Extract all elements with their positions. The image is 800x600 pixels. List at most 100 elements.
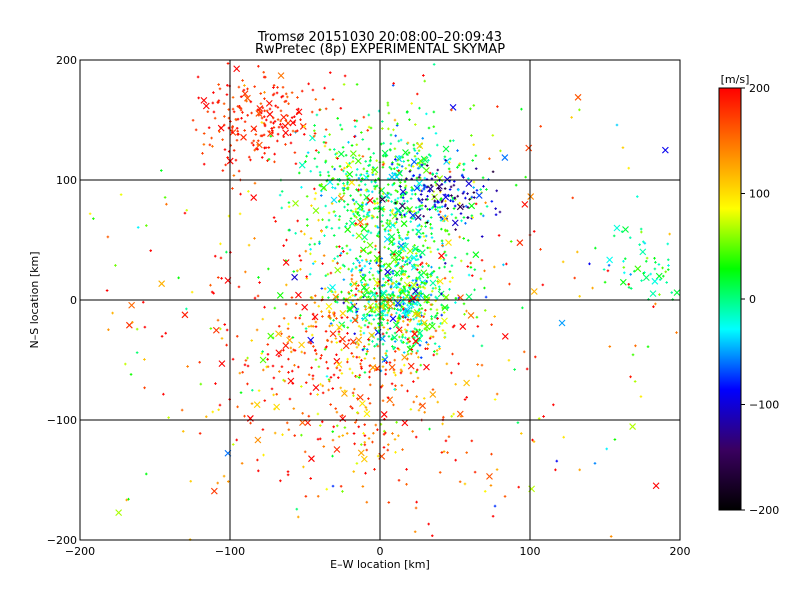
data-point [390, 337, 393, 341]
data-point [249, 100, 253, 104]
data-point [323, 187, 327, 191]
data-point [458, 201, 461, 205]
data-point [327, 314, 331, 318]
data-point [427, 126, 431, 130]
data-point [252, 139, 256, 143]
data-point [387, 199, 390, 203]
data-point [489, 484, 493, 487]
data-point [381, 163, 385, 167]
data-point [389, 270, 393, 274]
data-point [350, 406, 354, 410]
data-point [390, 162, 394, 166]
data-point [262, 70, 265, 74]
data-point [416, 92, 419, 96]
data-point [308, 243, 312, 246]
data-point [627, 282, 631, 286]
data-point [335, 361, 343, 368]
data-point [380, 289, 387, 297]
data-point [554, 468, 557, 472]
data-point [360, 203, 364, 206]
data-point [483, 286, 486, 290]
data-point [367, 321, 371, 325]
data-point [320, 354, 323, 357]
data-point [436, 317, 439, 320]
data-point [357, 324, 361, 328]
data-point [326, 366, 330, 370]
data-point [507, 359, 511, 362]
data-point [380, 411, 388, 418]
data-point [382, 300, 386, 303]
data-point [501, 332, 509, 340]
data-point [404, 167, 408, 170]
data-point [461, 192, 465, 195]
data-point [432, 110, 436, 114]
data-point [367, 125, 371, 129]
data-point [562, 435, 565, 439]
data-point [422, 214, 425, 218]
data-point [422, 183, 426, 187]
data-point [494, 207, 497, 210]
data-point [340, 168, 343, 172]
data-point [384, 354, 388, 357]
data-point [331, 387, 335, 390]
data-point [263, 399, 267, 402]
data-point [305, 275, 308, 278]
data-point [292, 407, 296, 410]
data-point [311, 88, 315, 92]
data-point [414, 311, 422, 319]
data-point [404, 336, 407, 340]
data-point [212, 91, 215, 94]
data-point [419, 402, 426, 410]
data-point [363, 264, 367, 268]
data-point [430, 265, 433, 269]
data-point [434, 175, 437, 178]
data-point [464, 204, 468, 208]
data-point [426, 219, 430, 223]
data-point [414, 247, 417, 251]
data-point [406, 318, 410, 321]
data-point [367, 300, 371, 304]
data-point [396, 162, 399, 166]
data-point [495, 392, 499, 396]
data-point [385, 199, 388, 202]
data-point [298, 161, 306, 169]
colorbar-tick-label: 200 [749, 82, 770, 95]
data-point [377, 264, 380, 267]
data-point [642, 272, 645, 275]
data-point [282, 348, 285, 352]
data-point [640, 230, 643, 234]
data-point [307, 325, 311, 328]
data-point [384, 431, 387, 435]
data-point [417, 309, 420, 312]
data-point [367, 164, 370, 167]
y-axis-label: N–S location [km] [28, 251, 41, 348]
data-point [434, 314, 438, 317]
data-point [345, 244, 349, 248]
data-point [399, 156, 402, 160]
data-point [367, 113, 371, 117]
data-point [391, 281, 395, 285]
data-point [435, 276, 439, 279]
data-point [436, 311, 439, 315]
data-point [395, 264, 399, 267]
data-point [421, 319, 428, 327]
data-point [348, 367, 352, 371]
data-point [394, 373, 397, 377]
data-point [317, 304, 321, 308]
data-point [374, 300, 378, 303]
data-point [259, 356, 267, 364]
data-point [239, 192, 242, 196]
data-point [295, 302, 298, 306]
data-point [313, 349, 317, 352]
data-point [231, 107, 235, 111]
data-point [495, 468, 499, 471]
data-point [355, 308, 358, 312]
data-point [313, 132, 317, 135]
data-point [441, 199, 444, 203]
data-point [406, 206, 410, 210]
data-point [415, 179, 423, 187]
data-point [221, 138, 224, 141]
data-point [588, 262, 591, 266]
data-point [388, 233, 396, 241]
data-point [218, 403, 222, 407]
